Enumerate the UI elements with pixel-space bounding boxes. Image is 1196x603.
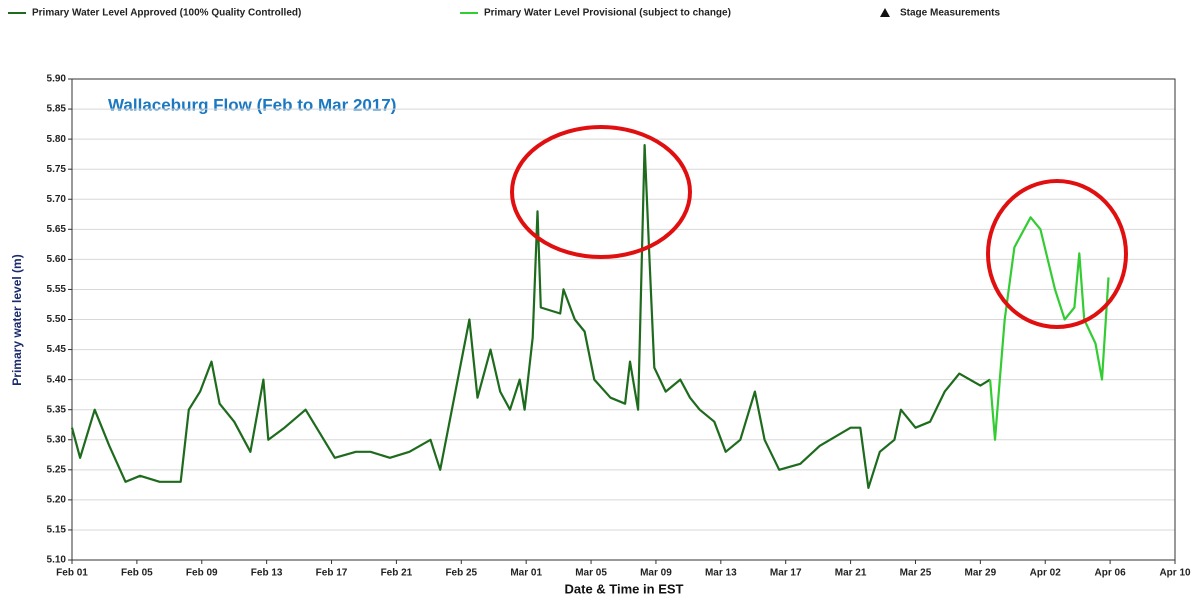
x-tick-label: Feb 25 bbox=[445, 568, 477, 579]
data-line bbox=[989, 216, 1110, 441]
plot-frame bbox=[71, 78, 1176, 561]
y-tick-label: 5.80 bbox=[47, 134, 67, 145]
x-tick-label: Mar 09 bbox=[640, 568, 672, 579]
x-tick-label: Mar 13 bbox=[705, 568, 737, 579]
x-tick-label: Mar 25 bbox=[900, 568, 932, 579]
y-tick-label: 5.20 bbox=[47, 495, 67, 506]
y-tick-label: 5.10 bbox=[47, 555, 67, 566]
y-tick-label: 5.40 bbox=[47, 374, 67, 385]
x-tick-label: Mar 17 bbox=[770, 568, 802, 579]
y-tick-label: 5.25 bbox=[47, 464, 67, 475]
x-tick-label: Mar 21 bbox=[835, 568, 867, 579]
x-tick-label: Mar 05 bbox=[575, 568, 607, 579]
y-axis-title: Primary water level (m) bbox=[10, 254, 24, 385]
legend-marker bbox=[880, 8, 890, 17]
x-tick-label: Mar 01 bbox=[510, 568, 542, 579]
plot-area bbox=[68, 78, 1176, 564]
x-tick-label: Feb 13 bbox=[251, 568, 283, 579]
x-tick-label: Feb 09 bbox=[186, 568, 218, 579]
y-tick-label: 5.50 bbox=[47, 314, 67, 325]
y-tick-label: 5.60 bbox=[47, 254, 67, 265]
x-tick-label: Feb 05 bbox=[121, 568, 153, 579]
y-tick-label: 5.85 bbox=[47, 104, 67, 115]
x-tick-label: Apr 02 bbox=[1030, 568, 1062, 579]
legend-label: Stage Measurements bbox=[900, 8, 1000, 19]
x-tick-label: Mar 29 bbox=[965, 568, 997, 579]
x-tick-label: Apr 10 bbox=[1159, 568, 1191, 579]
y-tick-label: 5.55 bbox=[47, 284, 67, 295]
x-tick-label: Apr 06 bbox=[1095, 568, 1127, 579]
highlight-circle bbox=[986, 179, 1128, 329]
data-line bbox=[70, 144, 991, 489]
y-tick-label: 5.15 bbox=[47, 525, 67, 536]
y-tick-label: 5.70 bbox=[47, 194, 67, 205]
y-tick-label: 5.30 bbox=[47, 434, 67, 445]
y-tick-label: 5.35 bbox=[47, 404, 67, 415]
highlight-circle bbox=[510, 125, 692, 259]
chart-title: Wallaceburg Flow (Feb to Mar 2017) bbox=[108, 95, 396, 114]
y-tick-label: 5.65 bbox=[47, 224, 67, 235]
legend-label: Primary Water Level Provisional (subject… bbox=[484, 8, 731, 19]
y-tick-label: 5.45 bbox=[47, 344, 67, 355]
x-tick-label: Feb 21 bbox=[381, 568, 413, 579]
y-tick-label: 5.90 bbox=[47, 74, 67, 85]
legend-label: Primary Water Level Approved (100% Quali… bbox=[32, 8, 301, 19]
x-tick-label: Feb 01 bbox=[56, 568, 88, 579]
y-tick-label: 5.75 bbox=[47, 164, 67, 175]
x-axis-title: Date & Time in EST bbox=[565, 581, 684, 596]
x-tick-label: Feb 17 bbox=[316, 568, 348, 579]
